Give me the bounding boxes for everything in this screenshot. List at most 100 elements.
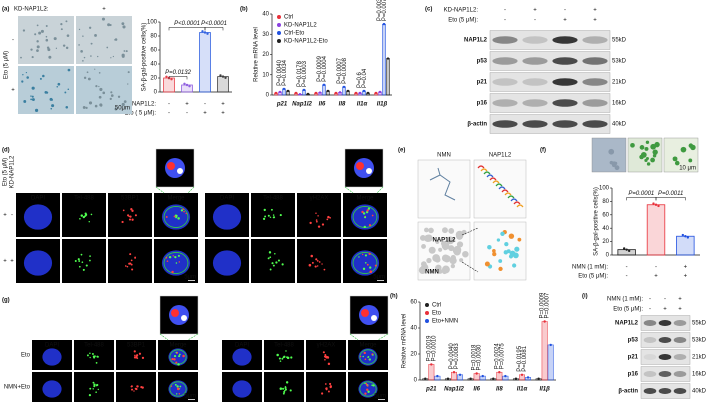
surface-atom [453,247,461,256]
data-dot [221,75,225,78]
x-tick-label: Nap1l2 [444,387,464,393]
focus [89,352,91,355]
channel-header: γH2AX [317,343,336,349]
condition-sign: + [3,259,7,265]
helix [492,180,500,184]
p-value: P=0.003 [377,0,383,21]
micrograph [18,66,74,114]
condition-sign: + [185,102,189,108]
helix [489,177,497,181]
focus [136,385,139,388]
condition-sign: + [684,274,688,280]
stained-cell [630,142,635,148]
helix [495,183,503,187]
panel-label: (d) [2,148,10,154]
treatment-label: KD-NAP1L2 [10,155,16,188]
focus [95,361,98,364]
protein-label: NAP1L2 [615,321,639,327]
focus [269,216,272,219]
focus [182,208,185,210]
data-dot [306,92,310,96]
data-dot [481,374,484,378]
focus [368,224,372,227]
x-tick-label: Il1β [539,387,550,393]
x-tick-label: Il1β [377,102,388,108]
data-dot [374,91,378,95]
mw-label: 16kD [692,372,707,378]
focus [267,257,270,260]
stained-cell [688,158,693,163]
data-dot [334,91,338,95]
data-dot [282,87,286,91]
scale-bar-label: 5μm [374,394,386,400]
data-dot [358,91,362,95]
band [522,78,548,86]
focus [364,382,366,385]
channel-header: Merge [167,196,185,202]
focus [131,218,134,221]
stained-cell [646,162,651,166]
data-dot [526,376,530,379]
stained-cell [38,31,42,35]
focus [136,357,139,360]
y-tick-label: 20 [602,239,609,245]
focus [74,259,77,263]
stained-cell [99,87,103,92]
band [658,336,672,344]
nucleus-outline [359,349,377,365]
focus [174,256,177,259]
pocket-atom [509,250,516,257]
focus [316,259,319,262]
stained-cell [78,44,80,46]
condition-sign: - [186,111,188,117]
focus [122,209,125,212]
stained-cell [640,152,647,158]
p-value: P=0.04 [362,68,368,88]
nucleus-outline [169,381,187,397]
surface-atom [450,263,456,269]
y-tick-label: 0 [154,90,158,96]
focus [284,388,287,391]
inset-focus [361,309,369,317]
data-dot [274,91,278,95]
focus [323,268,326,271]
focus [318,261,321,263]
stained-cell [88,26,92,29]
surface-atom [435,264,442,272]
data-dot [366,91,370,95]
focus [361,210,364,214]
y-tick-label: 40 [410,326,417,332]
bar [541,321,548,381]
p-value: P=0.0018 [472,344,478,371]
focus [367,207,371,210]
micrograph [108,193,152,237]
focus [88,394,92,397]
surface-atom [432,254,441,262]
nucleus-outline [163,252,189,274]
x-tick-label: Il8 [339,102,346,108]
condition-label: Eto ( 5 μM): [125,111,157,117]
band [582,99,608,107]
band [552,36,578,44]
nucleus [212,204,242,230]
panel-label: (a) [2,7,9,13]
surface-atom [449,256,457,265]
micrograph [297,239,341,283]
focus [180,209,184,212]
focus [182,354,185,358]
focus [171,357,174,361]
focus [369,270,373,274]
focus [276,353,279,357]
focus [366,263,369,266]
focus [277,259,281,262]
bar [382,23,386,96]
stained-cell [674,160,680,166]
p-value: P=0.0009 [317,55,323,82]
stained-cell [86,71,89,74]
focus [285,350,287,352]
helix [480,168,488,172]
band [492,36,518,44]
focus [177,254,180,257]
focus [179,385,182,388]
data-dot [278,90,282,94]
